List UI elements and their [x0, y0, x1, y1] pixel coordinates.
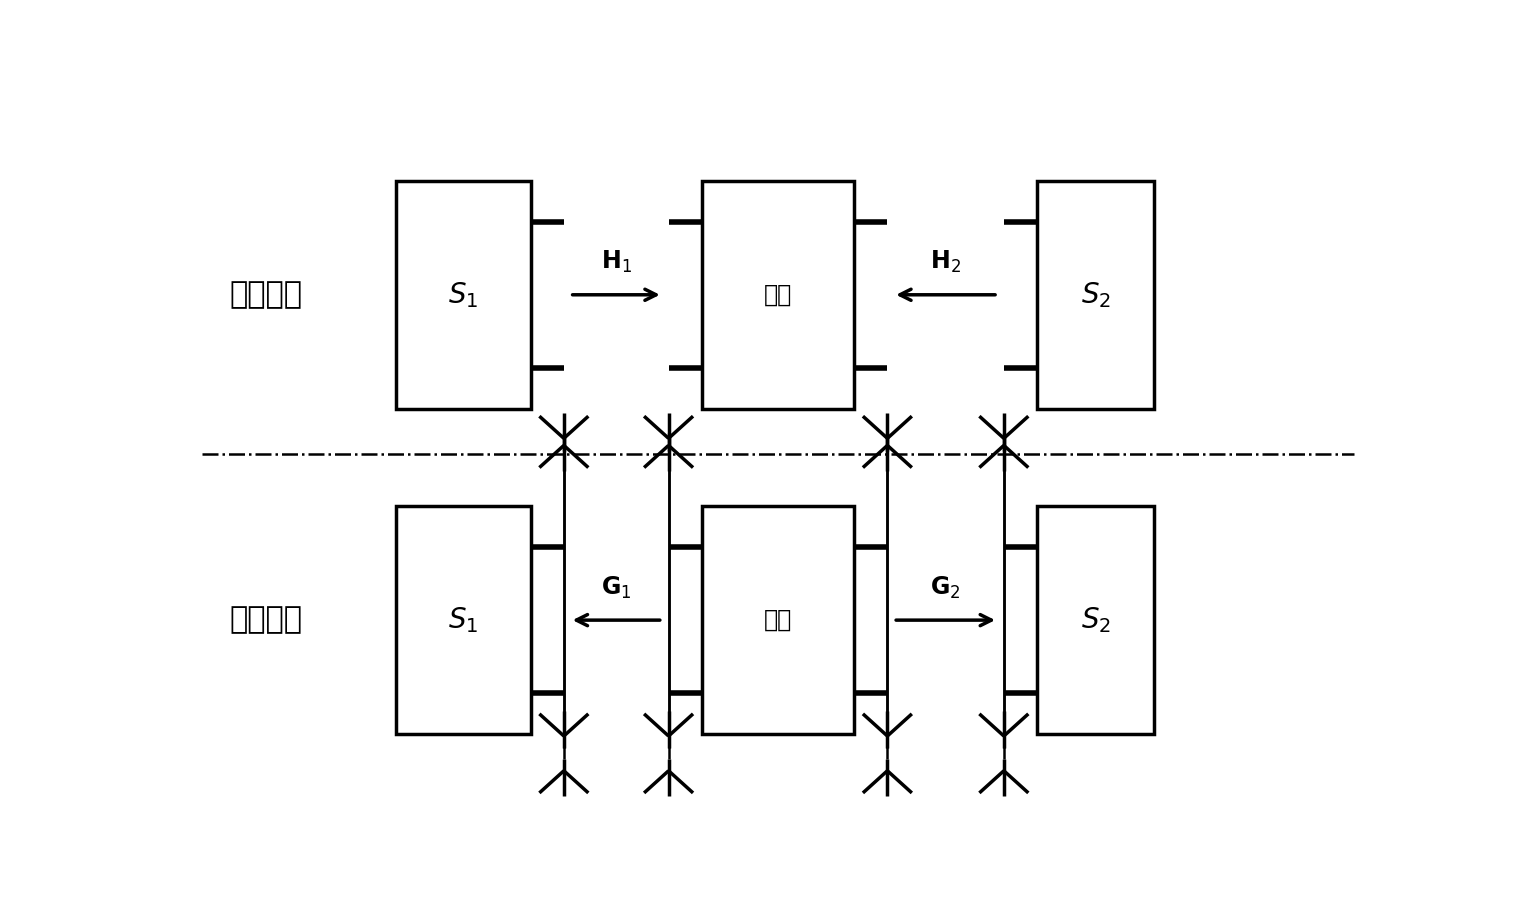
Text: $S_2$: $S_2$ — [1081, 280, 1111, 309]
Text: $\mathbf{H}_1$: $\mathbf{H}_1$ — [601, 249, 631, 275]
Text: 中继: 中继 — [764, 608, 792, 632]
Text: 接入时隙: 接入时隙 — [229, 280, 302, 309]
Text: 广播时隙: 广播时隙 — [229, 606, 302, 635]
Text: $\mathbf{G}_1$: $\mathbf{G}_1$ — [601, 574, 631, 601]
Bar — [396, 506, 531, 734]
Text: $\mathbf{H}_2$: $\mathbf{H}_2$ — [931, 249, 961, 275]
Text: $S_1$: $S_1$ — [448, 280, 478, 309]
Text: 中继: 中继 — [764, 283, 792, 307]
Bar — [1037, 181, 1154, 409]
Text: $\mathbf{G}_2$: $\mathbf{G}_2$ — [931, 574, 961, 601]
Bar — [701, 506, 855, 734]
Text: $S_1$: $S_1$ — [448, 605, 478, 635]
Bar — [701, 181, 855, 409]
Bar — [1037, 506, 1154, 734]
Text: $S_2$: $S_2$ — [1081, 605, 1111, 635]
Bar — [396, 181, 531, 409]
